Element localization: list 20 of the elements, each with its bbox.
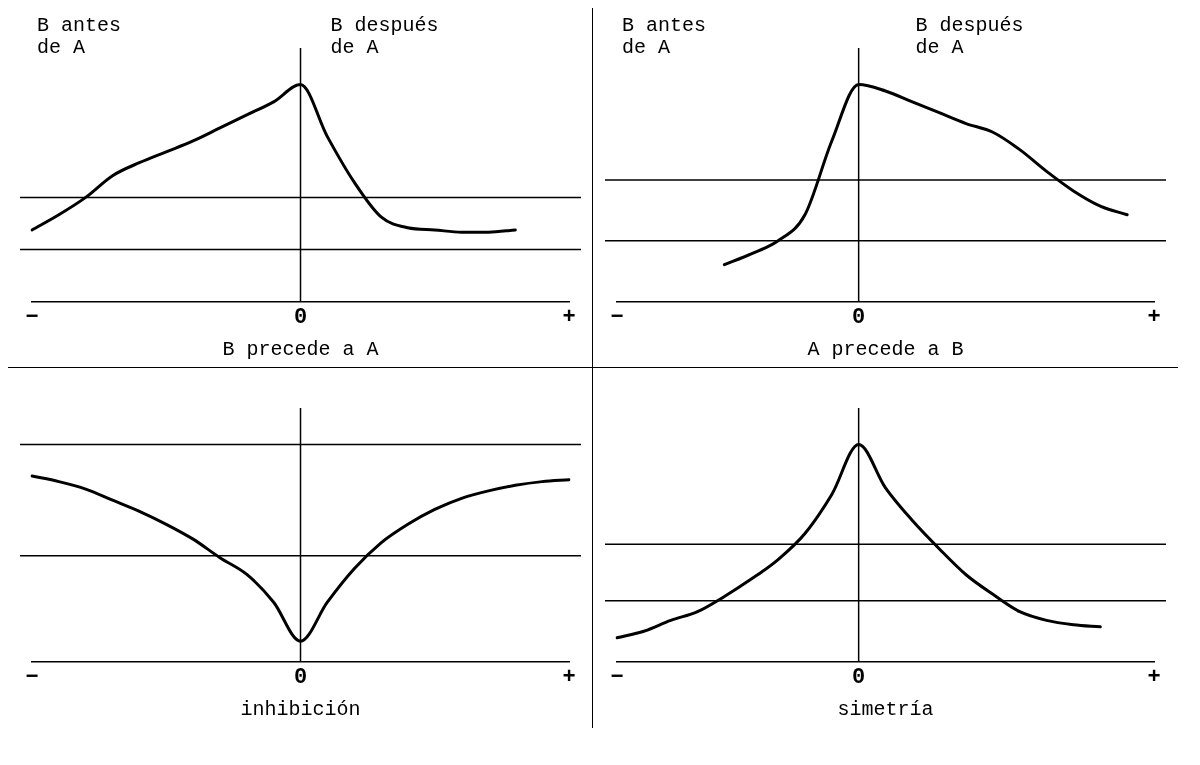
x-tick-label: 0 (852, 665, 866, 691)
x-tick-label: + (1147, 305, 1161, 331)
x-tick-label: 0 (852, 305, 866, 331)
text: B antes de A (622, 14, 707, 60)
text: B después de A (330, 14, 439, 60)
x-tick-label: − (25, 665, 39, 691)
x-tick-label: 0 (293, 665, 308, 691)
x-axis-title: inhibición (240, 698, 361, 722)
x-tick-label: 0 (293, 305, 308, 331)
x-axis-title: simetría (837, 698, 934, 722)
x-tick-label: − (610, 305, 624, 331)
x-tick-label: − (610, 665, 624, 691)
text: B después de A (915, 14, 1024, 60)
x-tick-label: + (562, 305, 576, 331)
x-axis-title: A precede a B (807, 338, 964, 362)
x-axis-title: B precede a A (222, 338, 379, 362)
x-tick-label: + (562, 665, 576, 691)
x-tick-label: − (25, 305, 39, 331)
x-tick-label: + (1147, 665, 1161, 691)
text: B antes de A (37, 14, 122, 60)
